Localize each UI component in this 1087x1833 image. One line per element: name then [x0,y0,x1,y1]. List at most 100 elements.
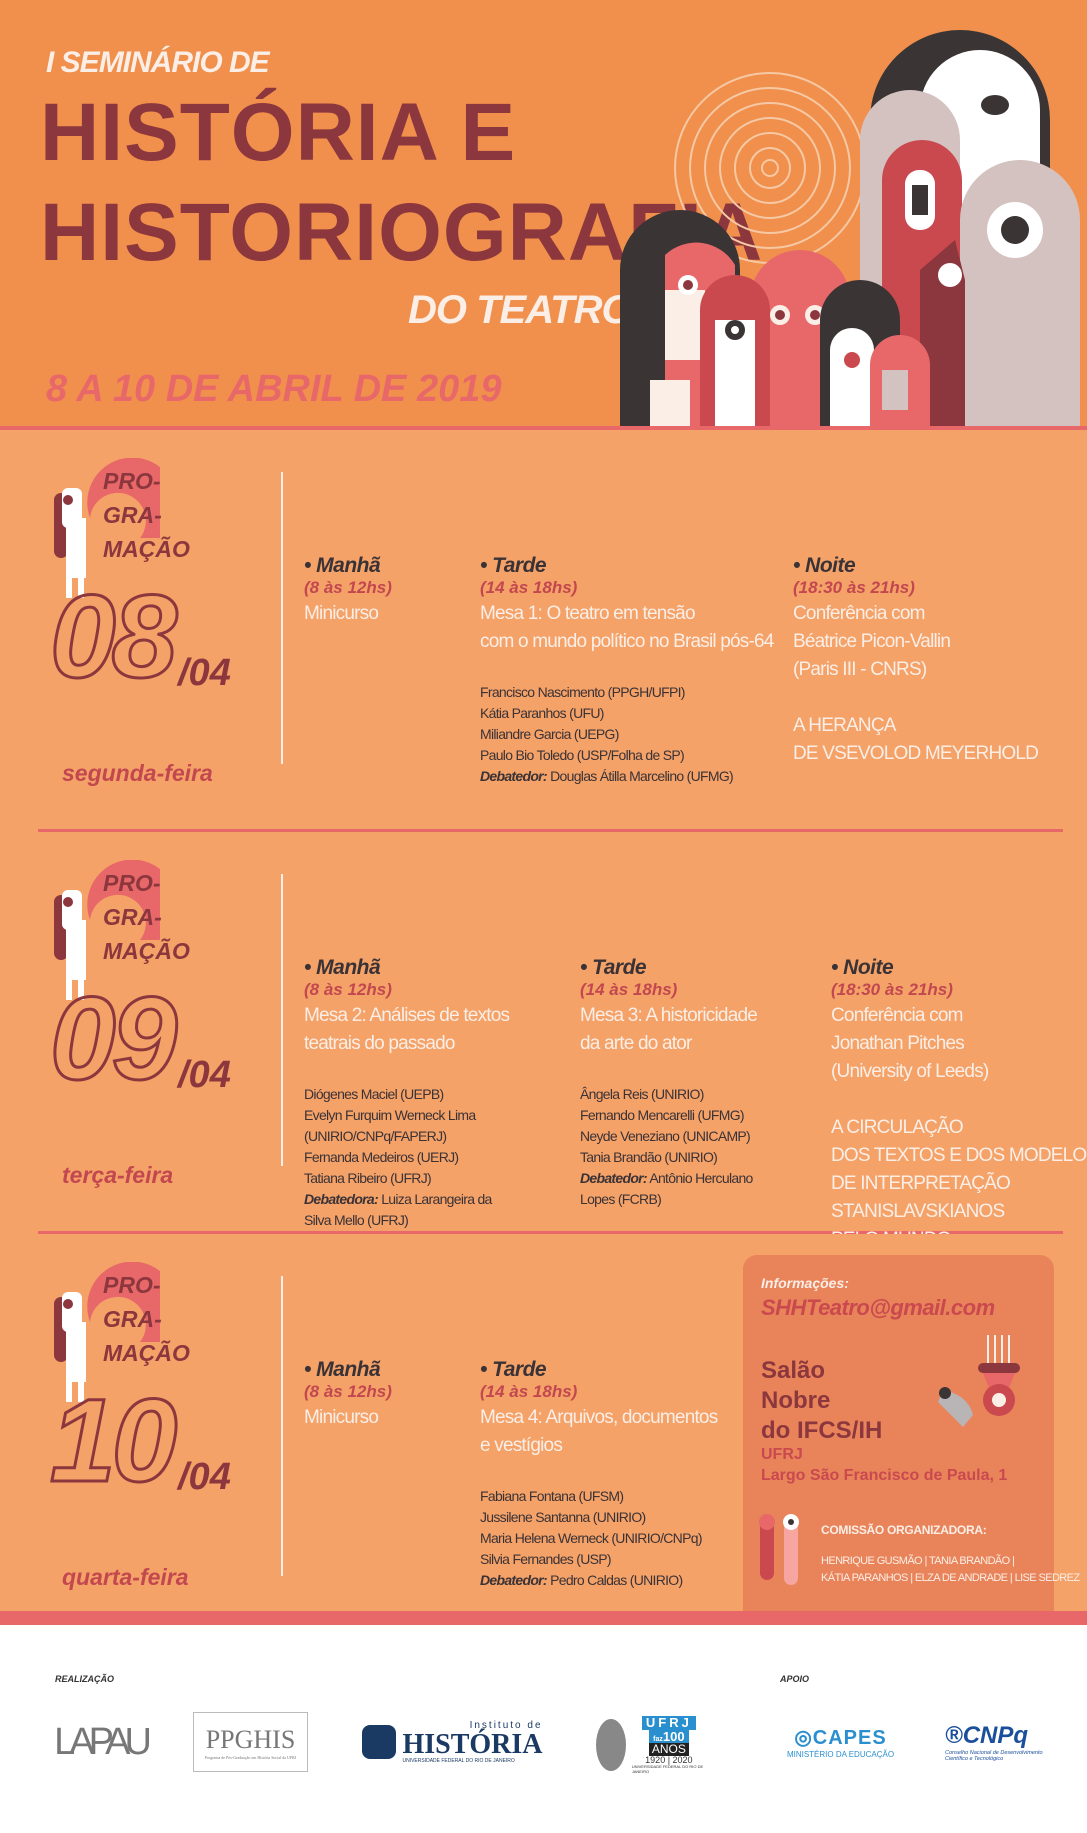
session-period: • Tarde [480,1358,547,1381]
ufrj-faz-text: faz [653,1735,663,1743]
participant: Francisco Nascimento (PPGH/UFPI) [480,684,685,700]
programacao-label: MAÇÃO [103,938,190,964]
title-line-3: DO TEATRO [408,288,633,332]
day-number: 09 [48,973,178,1105]
participant: Fabiana Fontana (UFSM) [480,1488,624,1504]
realizacao-label: REALIZAÇÃO [55,1674,114,1684]
pre-title: I SEMINÁRIO DE [46,46,270,79]
apoio-label: APOIO [780,1674,810,1684]
participant: Ângela Reis (UNIRIO) [580,1086,704,1102]
instituto-main-text: HISTÓRIA [402,1728,543,1760]
session-night: • Noite (18:30 às 21hs) Conferência com Jon… [831,956,1087,1250]
month-number: /04 [178,652,231,694]
participant: Jussilene Santanna (UNIRIO) [480,1509,646,1525]
participants-list: Fabiana Fontana (UFSM) Jussilene Santanna… [480,1486,702,1591]
session-title-line: Béatrice Picon-Vallin [793,631,951,652]
session-time: (14 às 18hs) [480,578,578,597]
session-title: Mesa 3: A historicidade da arte do ator [580,1002,840,1058]
section-divider [38,829,1063,832]
session-title: Conferência com Jonathan Pitches (Universi… [831,1002,1087,1086]
session-period: • Noite [793,554,856,577]
session-time: (18:30 às 21hs) [831,980,953,999]
capes-eye-icon: ◎ [794,1727,813,1749]
conference-theme-line: STANISLAVSKIANOS [831,1201,1005,1222]
debater-line: Debatedor: Pedro Caldas (UNIRIO) [480,1570,702,1591]
session-title-line: Minicurso [304,603,379,624]
debater-line: Lopes (FCRB) [580,1189,753,1210]
debater-label: Debatedora: [304,1191,379,1207]
capes-logo: ◎CAPES MINISTÉRIO DA EDUCAÇÃO [778,1712,903,1772]
day-section: PRO- GRA- MAÇÃO 09/04 terça-feira • Manhã (8 à… [0,832,1087,1250]
participant: Paulo Bio Toledo (USP/Folha de SP) [480,747,685,763]
session-time: (18:30 às 21hs) [793,578,915,597]
session-title-line: Minicurso [304,1407,379,1428]
committee-line: KÁTIA PARANHOS | ELZA DE ANDRADE | LISE … [821,1572,1080,1584]
session-afternoon: • Tarde (14 às 18hs) Mesa 4: Arquivos, doc… [480,1358,740,1588]
session-title-line: (Paris III - CNRS) [793,659,927,680]
column-divider [281,1276,283,1576]
column-divider [281,874,283,1166]
participant: Miliandre Garcia (UEPG) [480,726,619,742]
section-divider [38,1231,1063,1234]
participant: Diógenes Maciel (UEPB) [304,1086,444,1102]
month-number: /04 [178,1456,231,1498]
ufrj-sub-text: UNIVERSIDADE FEDERAL DO RIO DE JANEIRO [631,1764,704,1774]
programacao-figure-icon [54,1262,160,1402]
session-morning: • Manhã (8 às 12hs) Minicurso [304,554,564,628]
session-title: Mesa 4: Arquivos, documentos e vestígios [480,1404,740,1460]
weekday-label: segunda-feira [62,760,213,786]
programacao-label: PRO- [103,870,161,896]
conference-theme-line: DE INTERPRETAÇÃO [831,1173,1011,1194]
ufrj-text: UFRJ [641,1716,696,1730]
session-title: Mesa 1: O teatro em tensão com o mundo po… [480,600,774,656]
session-title-line: e vestígios [480,1435,563,1456]
programacao-label: GRA- [103,904,162,930]
weekday-label: quarta-feira [62,1564,189,1590]
session-title: Mesa 2: Análises de textos teatrais do pa… [304,1002,564,1058]
debater-label: Debatedor: [580,1170,648,1186]
participant: Silvia Fernandes (USP) [480,1551,612,1567]
session-afternoon: • Tarde (14 às 18hs) Mesa 3: A historicida… [580,956,840,1207]
event-dates: 8 A 10 DE ABRIL DE 2019 [46,368,502,410]
session-title: Conferência com Béatrice Picon-Vallin (Par… [793,600,1053,684]
debater-line: Debatedora: Luiza Larangeira da [304,1189,492,1210]
debater-label: Debatedor: [480,768,548,784]
info-box: Informações: SHHTeatro@gmail.com Salão N… [743,1255,1080,1611]
debater-name: Antônio Herculano [649,1170,753,1186]
participants-list: Diógenes Maciel (UEPB) Evelyn Furquim Wer… [304,1084,492,1231]
day-section: PRO- GRA- MAÇÃO 08/04 segunda-feira • Manhã (8… [0,430,1087,832]
programacao-figure-icon [54,458,160,598]
session-time: (8 às 12hs) [304,980,392,999]
participant: Maria Helena Werneck (UNIRIO/CNPq) [480,1530,702,1546]
programacao-label: MAÇÃO [103,536,190,562]
participant: Kátia Paranhos (UFU) [480,705,604,721]
conference-theme-line: DE VSEVOLOD MEYERHOLD [793,743,1039,764]
session-title-line: Mesa 2: Análises de textos [304,1005,510,1026]
debater-name: Lopes (FCRB) [580,1191,662,1207]
lapau-logo: LAPAU [54,1712,152,1772]
day-number: 10 [48,1375,178,1507]
participant: Tatiana Ribeiro (UFRJ) [304,1170,432,1186]
participants-list: Ângela Reis (UNIRIO) Fernando Mencarelli … [580,1084,753,1210]
participants-list: Francisco Nascimento (PPGH/UFPI) Kátia Pa… [480,682,734,787]
session-title: Minicurso [304,600,564,628]
contact-email[interactable]: SHHTeatro@gmail.com [761,1295,995,1320]
session-period: • Manhã [304,1358,381,1381]
participant: (UNIRIO/CNPq/FAPERJ) [304,1128,447,1144]
ppghis-text: PPGHIS [205,1724,296,1754]
session-time: (8 às 12hs) [304,578,392,597]
session-title: Minicurso [304,1404,564,1432]
weekday-label: terça-feira [62,1162,174,1188]
debater-name: Silva Mello (UFRJ) [304,1212,409,1228]
capes-text: CAPES [812,1727,887,1749]
participant: Evelyn Furquim Werneck Lima [304,1107,476,1123]
instituto-top-text: Instituto de [469,1719,543,1731]
day-number: 08 [48,571,178,703]
ppghis-subtitle: Programa de Pós-Graduação em História So… [204,1754,297,1760]
debater-name: Pedro Caldas (UNIRIO) [550,1572,683,1588]
cnpq-subtitle: Conselho Nacional de Desenvolvimento Cie… [945,1750,1043,1762]
venue-line: Salão [761,1357,826,1384]
cnpq-logo: ®CNPq Conselho Nacional de Desenvolvimen… [945,1712,1060,1772]
instituto-historia-logo: Instituto de HISTÓRIA UNIVERSIDADE FEDER… [360,1712,545,1772]
session-period: • Tarde [580,956,647,979]
